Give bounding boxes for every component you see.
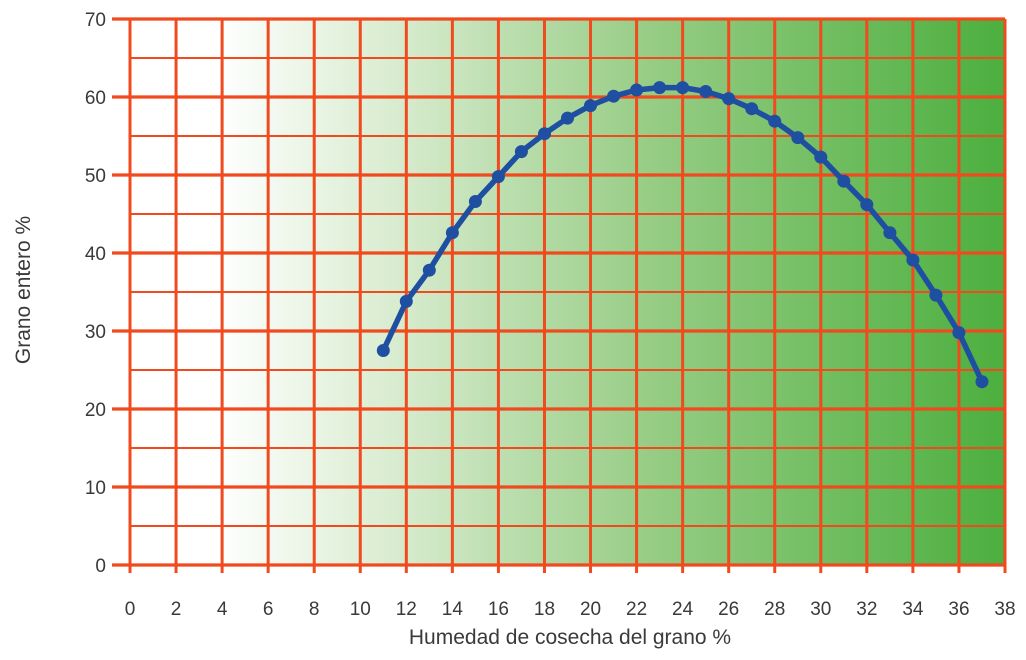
- data-point: [468, 195, 482, 208]
- data-point: [561, 111, 574, 125]
- data-point: [514, 145, 528, 159]
- data-point: [906, 253, 920, 267]
- x-tick-label: 26: [718, 599, 739, 620]
- data-point: [399, 294, 413, 308]
- data-point: [722, 92, 736, 106]
- x-tick-label: 8: [309, 599, 320, 620]
- x-tick-label: 12: [396, 599, 417, 620]
- series-layer: [376, 81, 989, 389]
- data-point: [929, 288, 943, 302]
- data-point: [445, 226, 459, 240]
- data-point: [491, 170, 505, 184]
- data-point: [791, 131, 805, 145]
- x-tick-label: 16: [488, 599, 509, 620]
- x-tick-label: 14: [442, 599, 464, 620]
- y-tick-label: 0: [95, 556, 106, 577]
- x-tick-label: 4: [217, 599, 228, 620]
- data-point: [699, 85, 713, 98]
- data-point: [860, 198, 874, 212]
- y-axis-ticks: 0 10 20 30 40 50 60 70: [85, 10, 106, 577]
- x-tick-label: 6: [263, 599, 274, 620]
- data-point: [676, 81, 690, 95]
- y-tick-label: 70: [85, 10, 106, 31]
- y-tick-label: 10: [85, 478, 106, 499]
- data-point: [883, 226, 897, 240]
- y-tick-label: 50: [85, 166, 106, 187]
- x-tick-label: 20: [580, 599, 601, 620]
- x-tick-label: 36: [948, 599, 969, 620]
- data-point: [376, 344, 390, 357]
- data-point: [584, 99, 597, 113]
- x-axis-title: Humedad de cosecha del grano %: [409, 626, 731, 649]
- data-point: [768, 114, 782, 128]
- data-point: [952, 326, 966, 340]
- data-point: [653, 81, 667, 95]
- data-point: [538, 127, 551, 141]
- x-tick-label: 38: [994, 599, 1015, 620]
- x-tick-label: 24: [672, 599, 694, 620]
- data-point: [814, 150, 828, 164]
- data-point: [422, 263, 436, 277]
- x-tick-label: 28: [764, 599, 785, 620]
- data-point: [607, 89, 621, 103]
- y-tick-label: 40: [85, 244, 106, 265]
- y-tick-label: 60: [85, 88, 106, 109]
- data-point: [630, 83, 644, 97]
- x-tick-label: 0: [125, 599, 136, 620]
- y-tick-label: 20: [85, 400, 106, 421]
- x-tick-label: 32: [856, 599, 877, 620]
- data-point: [837, 174, 851, 188]
- y-axis-title: Grano entero %: [12, 216, 35, 364]
- x-tick-label: 2: [171, 599, 182, 620]
- data-point: [745, 102, 759, 116]
- x-tick-label: 34: [902, 599, 924, 620]
- x-axis-ticks: 0 2 4 6 8 10 12 14 16 18 20 22 24 26 28 30 32 34 36 38: [125, 599, 1016, 620]
- x-tick-label: 22: [626, 599, 647, 620]
- x-tick-label: 18: [534, 599, 555, 620]
- y-tick-label: 30: [85, 322, 106, 343]
- x-tick-label: 30: [810, 599, 831, 620]
- data-point: [975, 375, 989, 389]
- grid: [112, 17, 1007, 573]
- x-tick-label: 10: [350, 599, 371, 620]
